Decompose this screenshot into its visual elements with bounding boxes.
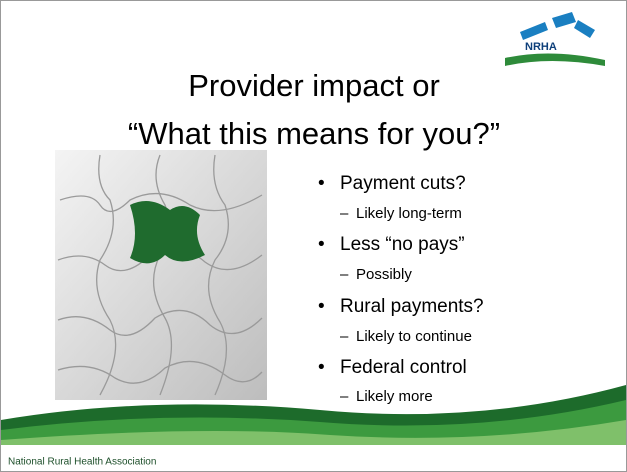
- bullet-dot: •: [318, 296, 325, 317]
- sub-dash: –: [340, 328, 349, 345]
- bullet: Payment cuts?: [340, 173, 466, 194]
- sub-dash: –: [340, 205, 349, 222]
- title-line: Provider impact or: [188, 68, 440, 103]
- bullet: Less “no pays”: [340, 234, 465, 255]
- bullet-dot: •: [318, 357, 325, 378]
- sub-dash: –: [340, 266, 349, 283]
- footer-text: National Rural Health Association: [8, 457, 156, 468]
- bullet-dot: •: [318, 173, 325, 194]
- sub-bullet: Likely long-term: [356, 205, 462, 222]
- sub-bullet: Possibly: [356, 266, 412, 283]
- sub-bullet: Likely to continue: [356, 328, 472, 345]
- bullet: Rural payments?: [340, 296, 484, 317]
- sub-bullet: Likely more: [356, 388, 433, 405]
- footer-wave: [1, 385, 626, 445]
- logo: NRHA: [505, 12, 605, 66]
- bullet: Federal control: [340, 357, 467, 378]
- logo-text: NRHA: [525, 41, 557, 53]
- puzzle-image: [55, 150, 267, 400]
- bullet-dot: •: [318, 234, 325, 255]
- bullet-list: • Payment cuts? – Likely long-term • Les…: [318, 173, 484, 405]
- title-line: “What this means for you?”: [128, 116, 500, 151]
- sub-dash: –: [340, 388, 349, 405]
